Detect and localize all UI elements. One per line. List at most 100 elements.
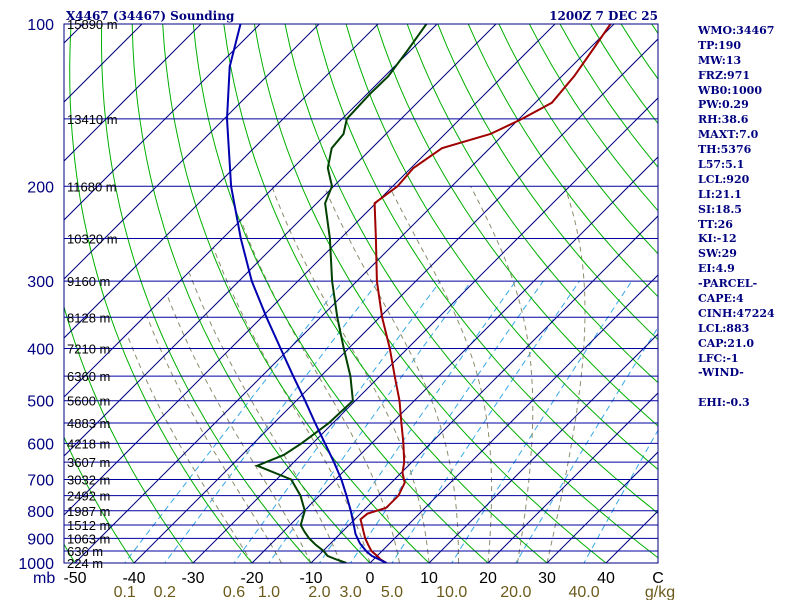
temperature-tick-label: -40 — [122, 570, 145, 587]
index-value: KI:-12 — [698, 232, 737, 246]
pressure-label: 800 — [27, 504, 54, 521]
height-label: 4218 m — [67, 436, 110, 451]
index-value: PW:0.29 — [698, 98, 749, 112]
isotherm-line — [251, 156, 658, 563]
moist-adiabat — [546, 186, 586, 563]
dry-adiabat — [64, 304, 194, 563]
height-label: 2492 m — [67, 489, 110, 504]
index-value: TH:5376 — [698, 143, 752, 157]
temperature-tick-label: 10 — [420, 570, 438, 587]
dry-adiabat — [253, 24, 607, 563]
mixing-ratio-label: 0.6 — [223, 584, 245, 600]
height-label: 9160 m — [67, 274, 110, 289]
index-value: LCL:920 — [698, 172, 750, 186]
isotherm-line — [64, 24, 261, 221]
isotherm-line — [64, 24, 202, 162]
isotherm-line — [310, 215, 658, 563]
index-value: MW:13 — [698, 53, 742, 67]
index-value — [698, 381, 798, 396]
isotherm-line — [487, 392, 658, 563]
moist-adiabats — [127, 186, 586, 563]
dry-adiabat — [467, 24, 658, 298]
index-value: EI:4.9 — [698, 262, 735, 276]
temperature-tick-label: 20 — [479, 570, 497, 587]
index-value: SW:29 — [698, 247, 737, 261]
moist-adiabat — [167, 296, 312, 563]
dry-adiabat — [437, 24, 658, 341]
moist-adiabat — [212, 247, 371, 563]
pressure-label: 400 — [27, 342, 54, 359]
mixing-ratio-line — [451, 280, 633, 563]
index-section-header: -PARCEL- — [698, 277, 758, 291]
isotherm-line — [192, 97, 658, 563]
isotherm-line — [369, 274, 658, 563]
temperature-tick-label: 0 — [366, 570, 375, 587]
mixing-ratio-label: 2.0 — [308, 584, 330, 600]
isobars — [64, 24, 658, 563]
isotherm-line — [133, 38, 658, 563]
index-value: SI:18.5 — [698, 202, 742, 216]
dewpoint-profile — [254, 24, 428, 563]
isotherm-line — [64, 24, 497, 457]
height-label: 636 m — [67, 544, 103, 559]
index-value: WMO:34467 — [698, 24, 775, 37]
moist-adiabat — [323, 186, 459, 563]
mixing-ratio-line — [164, 280, 379, 563]
dry-adiabat — [376, 24, 658, 427]
temperature-profile — [359, 24, 612, 563]
dry-adiabat — [69, 24, 253, 563]
dry-adiabat — [131, 24, 371, 563]
height-label: 8128 m — [67, 310, 110, 325]
isotherm-line — [64, 24, 556, 516]
height-label: 15890 m — [67, 17, 118, 32]
isotherm-line — [428, 333, 658, 563]
height-label: 1512 m — [67, 518, 110, 533]
indices-panel: WMO:34467 TP:190 MW:13 FRZ:971 WB0:1000 PW:0.… — [698, 24, 798, 411]
pressure-label: 900 — [27, 531, 54, 548]
station-title: X4467 (34467) Sounding — [66, 9, 235, 23]
isotherm-line — [64, 24, 379, 339]
height-label: 1987 m — [67, 504, 110, 519]
height-label: 224 m — [67, 556, 103, 571]
dry-adiabat — [406, 24, 658, 384]
index-value: CAP:21.0 — [698, 336, 755, 350]
plot-frame — [63, 23, 659, 564]
mixing-ratio-unit: g/kg — [645, 584, 675, 600]
mixing-ratio-line — [268, 280, 472, 563]
index-value: RH:38.6 — [698, 113, 749, 127]
temperature-tick-label: -10 — [299, 570, 322, 587]
pressure-label: 700 — [27, 473, 54, 490]
isotherms — [0, 24, 658, 563]
isotherm-line — [0, 24, 24, 563]
dry-adiabat — [315, 24, 658, 514]
temperature-tick-label: C — [652, 570, 664, 587]
dry-adiabat — [223, 24, 548, 563]
mixing-ratio-label: 0.2 — [154, 584, 176, 600]
height-label: 1063 m — [67, 531, 110, 546]
valid-time: 1200Z 7 DEC 25 — [549, 9, 658, 23]
moist-adiabat — [188, 273, 341, 563]
mixing-ratio-line — [583, 429, 658, 563]
index-section-header: -WIND- — [698, 366, 744, 380]
mixing-ratio-line — [391, 280, 580, 563]
dry-adiabat — [0, 24, 22, 574]
parcel-path — [225, 24, 387, 563]
isotherm-line — [64, 24, 438, 398]
mixing-ratio-label: 5.0 — [381, 584, 403, 600]
pressure-unit-label: mb — [33, 570, 55, 587]
moist-adiabat — [470, 186, 534, 563]
temperature-tick-label: 40 — [597, 570, 615, 587]
height-label: 3607 m — [67, 455, 110, 470]
mixing-ratio-label: 40.0 — [568, 584, 599, 600]
pressure-label: 300 — [27, 274, 54, 291]
mixing-ratio-line — [233, 280, 441, 563]
mixing-ratio-label: 20.0 — [500, 584, 531, 600]
index-value: MAXT:7.0 — [698, 128, 759, 142]
height-label: 5600 m — [67, 394, 110, 409]
pressure-label: 200 — [27, 179, 54, 196]
dry-adiabat — [192, 24, 489, 563]
height-label: 6360 m — [67, 369, 110, 384]
isotherm-line — [546, 451, 658, 563]
height-label: 4883 m — [67, 416, 110, 431]
